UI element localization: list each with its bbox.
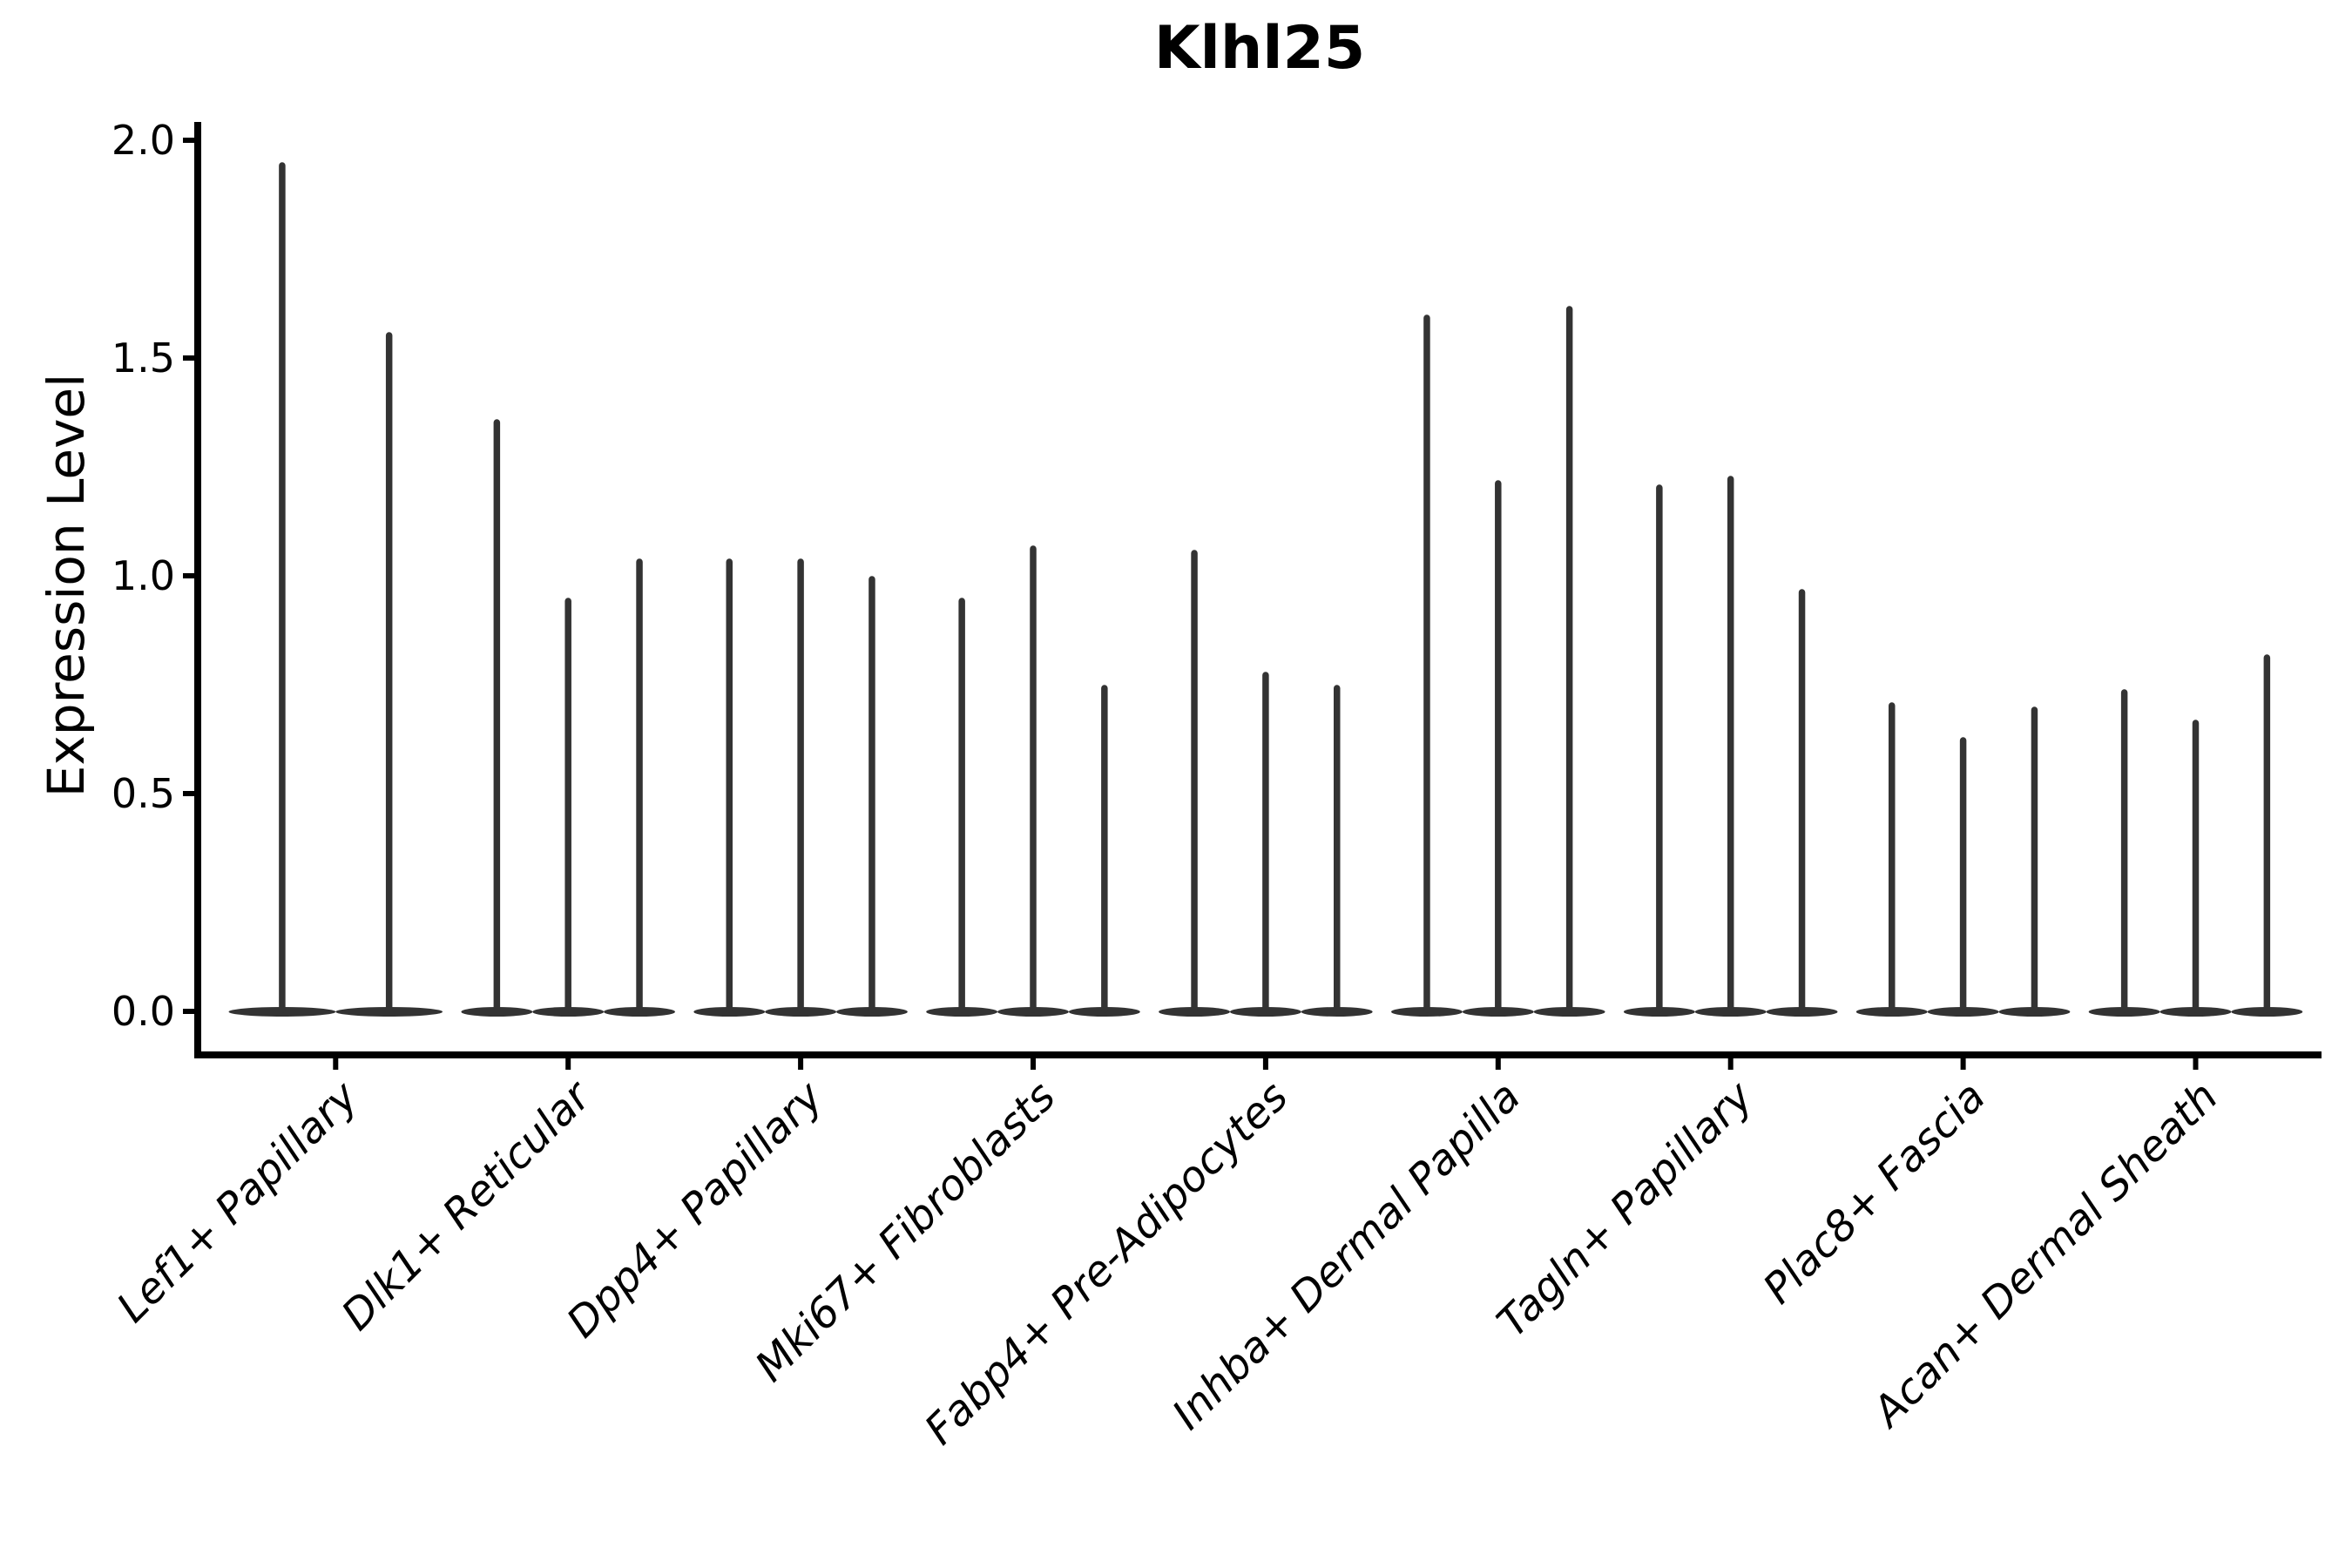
- x-tick-label: Lef1+ Papillary: [108, 1071, 368, 1332]
- x-tick-label: Dpp4+ Papillary: [558, 1071, 833, 1347]
- x-tick-label: Plac8+ Fascia: [1754, 1072, 1995, 1314]
- x-tick-label: Tagln+ Papillary: [1488, 1071, 1763, 1347]
- x-tick-label: Dlk1+ Reticular: [332, 1071, 602, 1341]
- y-tick-label: 1.5: [112, 335, 175, 382]
- y-tick-label: 0.0: [112, 988, 175, 1035]
- plot-title: Klhl25: [1153, 14, 1366, 83]
- y-tick-label: 1.0: [112, 552, 175, 599]
- y-tick-label: 2.0: [112, 117, 175, 164]
- y-tick-label: 0.5: [112, 770, 175, 817]
